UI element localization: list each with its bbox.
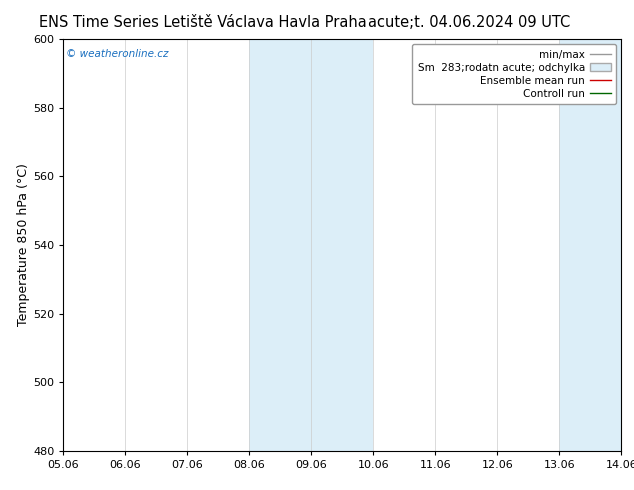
Text: © weatheronline.cz: © weatheronline.cz <box>66 49 169 59</box>
Text: ENS Time Series Letiště Václava Havla Praha: ENS Time Series Letiště Václava Havla Pr… <box>39 15 366 30</box>
Y-axis label: Temperature 850 hPa (°C): Temperature 850 hPa (°C) <box>17 164 30 326</box>
Bar <box>249 39 373 451</box>
Text: acute;t. 04.06.2024 09 UTC: acute;t. 04.06.2024 09 UTC <box>368 15 571 30</box>
Legend: min/max, Sm  283;rodatn acute; odchylka, Ensemble mean run, Controll run: min/max, Sm 283;rodatn acute; odchylka, … <box>412 45 616 104</box>
Bar <box>559 39 634 451</box>
